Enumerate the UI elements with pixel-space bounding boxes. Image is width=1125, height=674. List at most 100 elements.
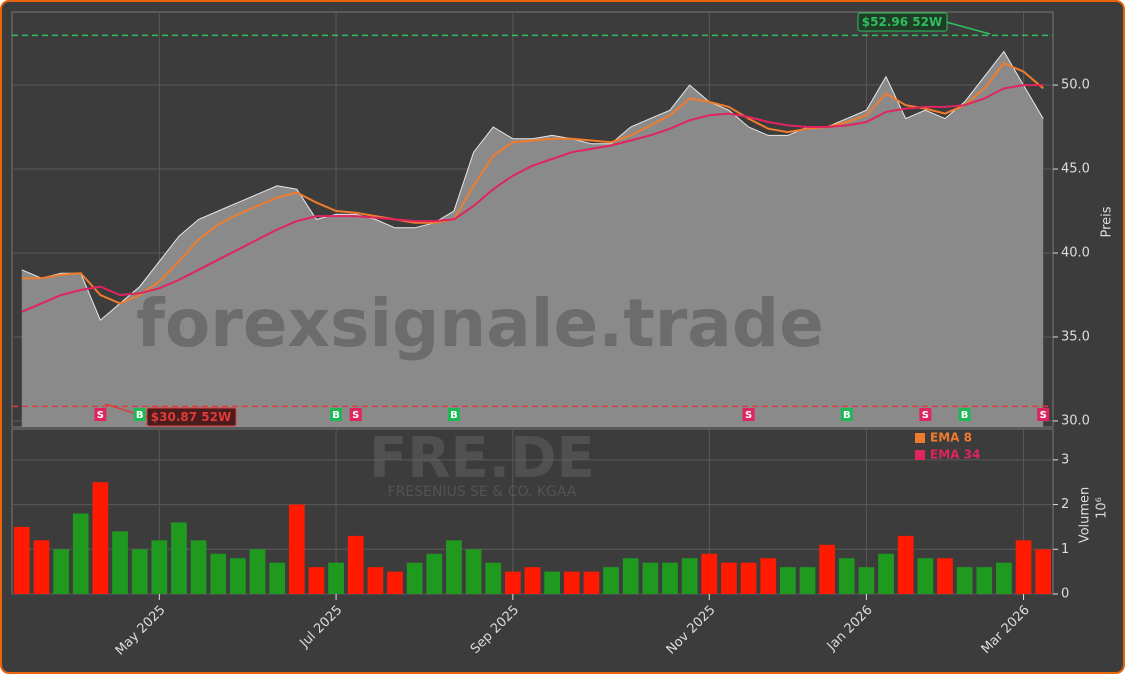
- volume-bar: [53, 549, 69, 594]
- line-series: [21, 84, 1044, 313]
- volume-bar: [583, 571, 600, 594]
- volume-bar: [288, 504, 305, 594]
- line-series: [21, 50, 1044, 322]
- volume-bar: [1035, 549, 1052, 594]
- annotation-box: [857, 12, 948, 32]
- y-tick-label: 2: [1061, 497, 1069, 512]
- volume-bar: [131, 549, 148, 594]
- signal-marker: [447, 408, 460, 421]
- company-watermark: FRESENIUS SE & CO. KGAA: [388, 484, 577, 500]
- volume-bar: [308, 567, 325, 594]
- volume-bar: [838, 558, 855, 594]
- signal-marker: [349, 408, 362, 421]
- volume-bar: [112, 531, 128, 594]
- volume-bar: [858, 567, 875, 594]
- volume-bar: [878, 553, 894, 594]
- volume-bar: [249, 549, 266, 594]
- signal-label: S: [922, 410, 929, 421]
- volume-bar: [622, 558, 639, 594]
- volume-bar: [740, 562, 757, 594]
- signal-marker: [919, 408, 932, 421]
- volume-bar: [642, 562, 659, 594]
- volume-bar: [819, 544, 835, 594]
- legend-swatch: [915, 433, 925, 443]
- volume-bar: [544, 571, 560, 594]
- volume-bar: [269, 562, 286, 594]
- volume-bar: [387, 571, 403, 594]
- line-series: [21, 61, 1044, 305]
- volume-bar: [681, 558, 698, 594]
- price-area: [21, 51, 1044, 427]
- legend-swatch: [915, 450, 925, 460]
- signal-marker: [1037, 408, 1050, 421]
- y-tick-label: 3: [1061, 452, 1069, 467]
- volume-bar: [917, 558, 934, 594]
- signal-label: S: [745, 410, 752, 421]
- volume-bar: [367, 567, 384, 594]
- signal-marker: [94, 408, 107, 421]
- signal-label: S: [352, 410, 359, 421]
- annotation-box: [146, 407, 237, 427]
- volume-bar: [347, 535, 364, 594]
- watermark: forexsignale.trade: [136, 285, 824, 362]
- volume-bar: [505, 571, 521, 594]
- signal-label: B: [961, 410, 969, 421]
- volume-bar: [92, 482, 109, 594]
- annotation-arrow: [945, 21, 991, 35]
- signal-label: B: [136, 410, 144, 421]
- legend-label: EMA 34: [930, 448, 980, 462]
- volume-bar: [446, 540, 462, 594]
- annotation-label: $52.96 52W: [862, 15, 942, 29]
- y-tick-label: 35.0: [1061, 329, 1090, 344]
- volume-bar: [799, 567, 816, 594]
- volume-bar: [171, 522, 187, 594]
- volume-bar: [72, 513, 89, 594]
- volume-bar: [328, 562, 344, 594]
- volume-bar: [956, 567, 973, 594]
- volume-bar: [151, 540, 168, 594]
- volume-bar: [779, 567, 796, 594]
- volume-bar: [662, 562, 678, 594]
- y-tick-label: 1: [1061, 542, 1069, 557]
- y-tick-label: 0: [1061, 587, 1069, 602]
- volume-bar: [760, 558, 777, 594]
- signal-label: S: [97, 410, 104, 421]
- volume-bar: [485, 562, 502, 594]
- signal-label: B: [843, 410, 851, 421]
- y-scale-label: 10⁶: [1095, 497, 1110, 519]
- signal-marker: [840, 408, 853, 421]
- signal-label: S: [1040, 410, 1047, 421]
- y-tick-label: 40.0: [1061, 246, 1090, 261]
- volume-bar: [701, 553, 718, 594]
- volume-bar: [937, 558, 953, 594]
- ticker-watermark: FRE.DE: [369, 426, 595, 491]
- signal-label: B: [332, 410, 340, 421]
- y-axis-label: Volumen: [1078, 487, 1093, 544]
- signal-label: B: [450, 410, 458, 421]
- volume-bar: [897, 535, 914, 594]
- y-axis-label: Preis: [1100, 206, 1115, 237]
- y-tick-label: 45.0: [1061, 162, 1090, 177]
- volume-bar: [33, 540, 50, 594]
- y-tick-label: 50.0: [1061, 78, 1090, 93]
- signal-marker: [133, 408, 146, 421]
- signal-marker: [958, 408, 971, 421]
- legend-label: EMA 8: [930, 431, 972, 445]
- volume-bar: [524, 567, 541, 594]
- y-tick-label: 30.0: [1061, 413, 1090, 428]
- volume-bar: [563, 571, 580, 594]
- volume-bar: [721, 562, 737, 594]
- volume-bar: [190, 540, 207, 594]
- volume-bar: [465, 549, 482, 594]
- volume-bar: [1015, 540, 1032, 594]
- volume-bar: [976, 567, 993, 594]
- signal-marker: [742, 408, 755, 421]
- signal-marker: [330, 408, 343, 421]
- annotation-label: $30.87 52W: [151, 410, 231, 424]
- volume-bar: [996, 562, 1012, 594]
- volume-bar: [406, 562, 423, 594]
- volume-bar: [426, 553, 443, 594]
- volume-bar: [603, 567, 619, 594]
